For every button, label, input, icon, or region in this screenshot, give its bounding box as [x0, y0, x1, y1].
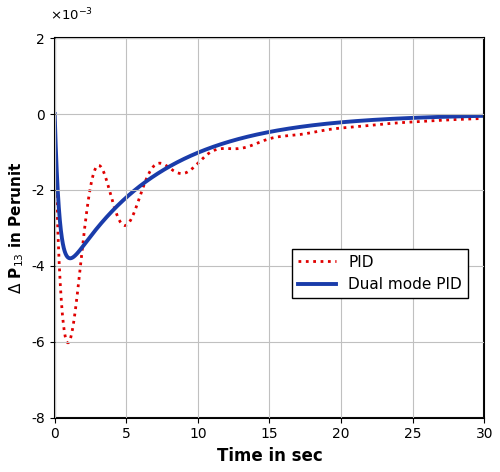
Line: PID: PID — [54, 114, 484, 343]
PID — [65, 340, 71, 346]
X-axis label: Time in sec: Time in sec — [216, 447, 322, 465]
PID — [331, 126, 337, 132]
Dual mode PID — [216, 142, 222, 148]
PID — [130, 213, 136, 219]
Text: $\times10^{-3}$: $\times10^{-3}$ — [50, 6, 94, 23]
PID — [405, 119, 411, 125]
PID — [372, 122, 378, 127]
PID — [216, 146, 222, 152]
Y-axis label: $\Delta$ P$_{13}$ in Perunit: $\Delta$ P$_{13}$ in Perunit — [7, 161, 26, 295]
Line: Dual mode PID: Dual mode PID — [54, 114, 484, 258]
Dual mode PID — [67, 255, 73, 261]
Dual mode PID — [482, 113, 488, 118]
PID — [310, 130, 316, 135]
Dual mode PID — [405, 115, 411, 121]
Legend: PID, Dual mode PID: PID, Dual mode PID — [292, 249, 468, 298]
Dual mode PID — [331, 120, 337, 126]
Dual mode PID — [372, 117, 378, 123]
PID — [52, 111, 58, 117]
Dual mode PID — [130, 189, 136, 194]
Dual mode PID — [310, 123, 316, 128]
PID — [482, 116, 488, 121]
Dual mode PID — [52, 111, 58, 117]
